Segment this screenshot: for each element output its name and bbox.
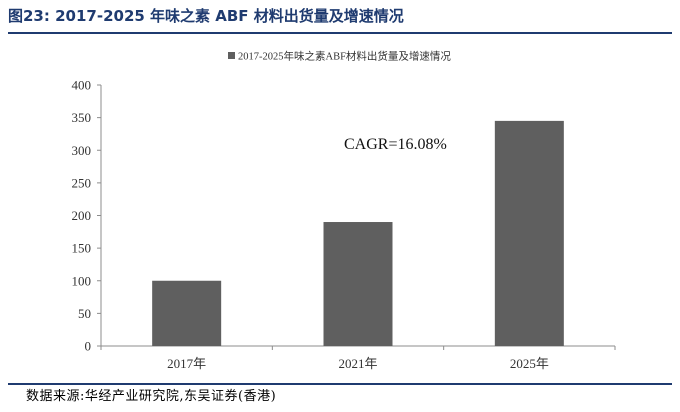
cagr-annotation: CAGR=16.08% (344, 136, 447, 153)
y-tick-label: 0 (85, 339, 92, 354)
y-tick-label: 150 (72, 241, 92, 256)
bar (494, 120, 564, 346)
legend: 2017-2025年味之素ABF材料出货量及增速情况 (228, 50, 451, 63)
y-tick-label: 100 (72, 273, 92, 288)
bar-chart: 2017-2025年味之素ABF材料出货量及增速情况 0 50 100 150 200 2… (72, 50, 616, 372)
y-tick-label: 350 (72, 110, 92, 125)
y-tick-label: 50 (78, 306, 91, 321)
bar (152, 280, 222, 346)
bars (152, 120, 564, 346)
x-tick-label: 2017年 (167, 356, 206, 371)
y-tick-label: 400 (72, 78, 92, 93)
y-tick-label: 300 (72, 143, 92, 158)
source-note: 数据来源:华经产业研究院,东吴证券(香港) (26, 389, 277, 404)
x-tick-label: 2025年 (510, 356, 549, 371)
bottom-rule (8, 383, 672, 385)
tick-labels: 0 50 100 150 200 250 300 350 400 2017年 2021年 2025年 (72, 78, 549, 372)
bar (323, 222, 393, 346)
y-tick-label: 200 (72, 208, 92, 223)
legend-swatch (228, 52, 235, 59)
legend-label: 2017-2025年味之素ABF材料出货量及增速情况 (238, 50, 451, 63)
figure-title: 图23: 2017-2025 年味之素 ABF 材料出货量及增速情况 (8, 7, 404, 25)
top-rule (8, 32, 672, 34)
x-tick-label: 2021年 (338, 356, 377, 371)
y-tick-label: 250 (72, 175, 92, 190)
